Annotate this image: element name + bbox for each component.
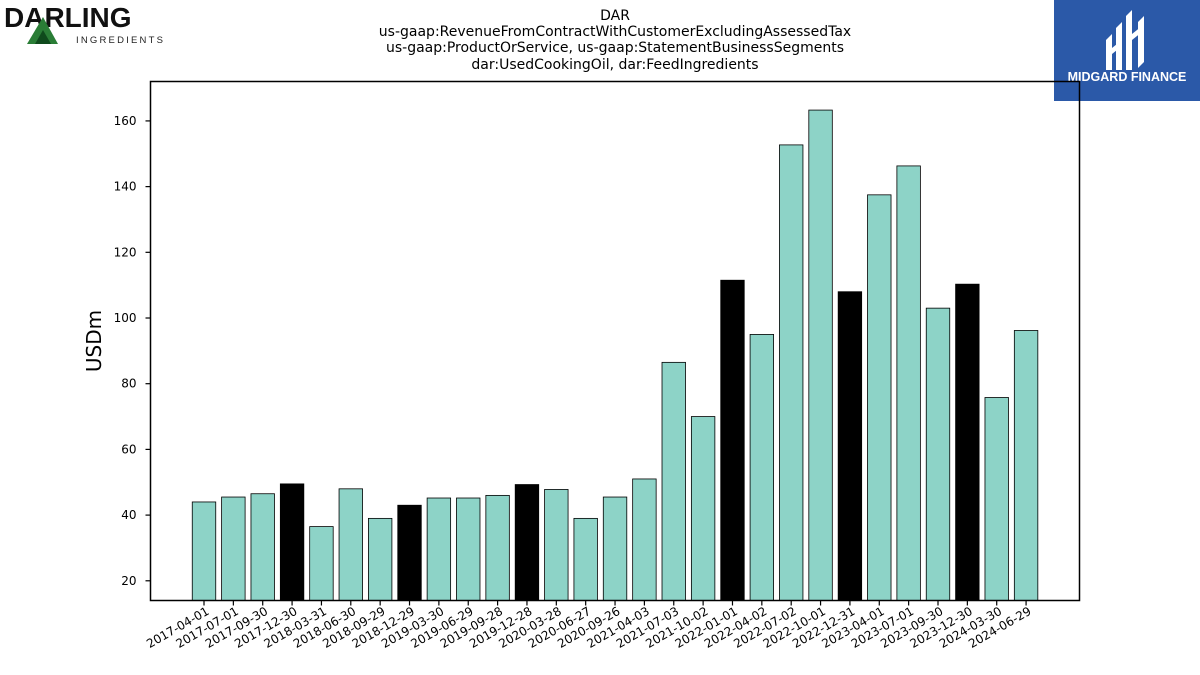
bar-2019-06-29 — [456, 497, 481, 601]
bar-2023-07-01 — [896, 165, 921, 601]
midgard-logo-wordmark: MIDGARD FINANCE — [1068, 70, 1187, 84]
chart-title-line-3: us-gaap:ProductOrService, us-gaap:Statem… — [386, 40, 844, 56]
y-tick-label: 20 — [121, 574, 136, 588]
midgard-finance-logo: MIDGARD FINANCE — [1054, 0, 1200, 101]
bar-2023-12-30 — [955, 283, 980, 601]
bar-2019-09-28 — [485, 494, 510, 601]
y-axis-label: USDm — [82, 310, 106, 372]
y-tick-label: 60 — [121, 442, 136, 456]
darling-logo-triangle-inner-icon — [35, 30, 51, 44]
bar-2022-10-01 — [808, 109, 833, 601]
bar-2018-06-30 — [338, 488, 363, 601]
bar-2017-04-01 — [191, 501, 217, 601]
chart-title-line-4: dar:UsedCookingOil, dar:FeedIngredients — [471, 57, 758, 73]
chart-title-line-1: DAR — [600, 8, 630, 24]
y-tick-label: 100 — [114, 311, 137, 325]
darling-logo-wordmark: DARLING — [4, 2, 132, 33]
bar-2017-09-30 — [250, 493, 275, 601]
bar-2018-12-29 — [397, 504, 422, 601]
bar-2017-12-30 — [279, 483, 305, 601]
midgard-logo-mark-icon: MIDGARD FINANCE — [1068, 10, 1187, 84]
darling-logo-triangle-icon — [27, 17, 58, 44]
bar-2020-06-27 — [573, 517, 598, 601]
bar-2020-09-26 — [602, 496, 628, 601]
bar-2022-12-31 — [837, 291, 863, 601]
bar-2023-04-01 — [867, 194, 892, 601]
bar-2024-03-30 — [984, 397, 1009, 601]
y-tick-label: 160 — [114, 114, 137, 128]
darling-logo-subtitle: INGREDIENTS — [76, 35, 165, 46]
y-tick-label: 120 — [114, 245, 137, 259]
plot-frame — [149, 80, 1081, 602]
bar-2018-03-31 — [309, 526, 334, 601]
bar-2021-10-02 — [690, 416, 716, 601]
x-axis-ticks: 2017-04-012017-07-012017-09-302017-12-30… — [144, 600, 1034, 651]
bar-2020-03-28 — [544, 489, 569, 601]
y-tick-label: 40 — [121, 508, 136, 522]
bar-2018-09-29 — [368, 517, 393, 601]
chart-title: DAR us-gaap:RevenueFromContractWithCusto… — [379, 8, 851, 73]
bar-2022-01-01 — [720, 279, 745, 601]
bar-2023-09-30 — [925, 307, 951, 601]
bars-group — [191, 109, 1039, 601]
bar-2019-03-30 — [426, 497, 452, 601]
y-tick-label: 140 — [114, 180, 137, 194]
y-tick-label: 80 — [121, 377, 136, 391]
bar-2021-07-03 — [661, 361, 686, 601]
bar-2024-06-29 — [1013, 330, 1039, 601]
bar-2021-04-03 — [632, 478, 657, 601]
y-axis-ticks: 20 40 60 80 100 120 140 160 — [114, 114, 151, 588]
bar-2022-04-02 — [749, 334, 774, 601]
darling-ingredients-logo: DARLING INGREDIENTS — [4, 2, 165, 46]
bar-2019-12-28 — [514, 484, 540, 601]
bar-2017-07-01 — [221, 496, 246, 601]
bar-2022-07-02 — [779, 144, 804, 601]
chart-title-line-2: us-gaap:RevenueFromContractWithCustomerE… — [379, 24, 851, 40]
